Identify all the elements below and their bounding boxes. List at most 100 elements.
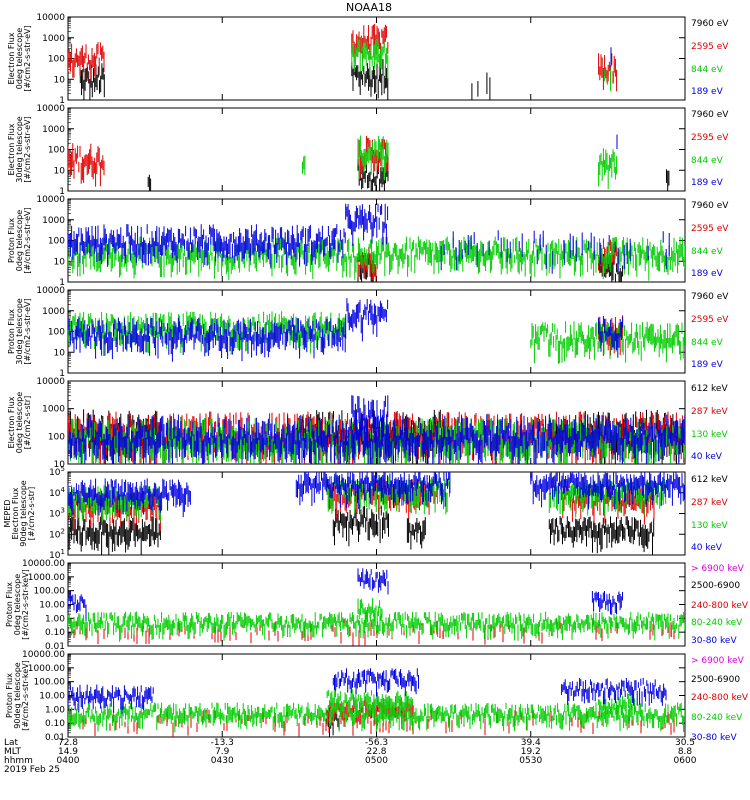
series-trace — [68, 203, 670, 274]
legend-entry: 2595 eV — [691, 315, 729, 325]
x-tick-label: 14.9 — [58, 747, 78, 757]
y-tick-label: 10000.00 — [22, 650, 65, 660]
y-tick-label: 10000 — [36, 13, 65, 23]
y-tick-label: 102 — [49, 527, 65, 540]
series-trace — [68, 668, 667, 715]
data-burst — [530, 321, 685, 364]
y-tick-label: 1000 — [42, 405, 65, 415]
data-burst — [601, 56, 615, 92]
legend-entry: 2500-6900 — [691, 675, 740, 685]
legend-entry: 844 eV — [691, 156, 724, 166]
legend-entry: > 6900 keV — [691, 564, 745, 574]
series-trace — [68, 136, 389, 187]
data-burst — [73, 618, 675, 646]
data-burst — [332, 505, 389, 547]
y-tick-label: 1000.00 — [28, 664, 65, 674]
legend-entry: 612 keV — [691, 384, 728, 394]
y-tick-label: 1.00 — [45, 705, 65, 715]
y-tick-label: 1000.00 — [28, 573, 65, 583]
y-tick-label: 0.10 — [45, 628, 65, 638]
legend-entry: 7960 eV — [691, 110, 729, 120]
x-tick-label: 7.9 — [215, 747, 230, 757]
y-axis-label: Electron Flux30deg telescope[#/cm2-s-str… — [7, 116, 32, 183]
x-tick-label: 0500 — [365, 756, 388, 766]
x-row-label: MLT — [4, 747, 22, 757]
y-tick-label: 10000 — [36, 104, 65, 114]
data-burst — [561, 677, 667, 707]
data-burst — [357, 568, 389, 595]
y-tick-label: 104 — [49, 486, 65, 499]
legend-entry: 844 eV — [691, 247, 724, 257]
y-axis-label: Electron Flux0deg telescope[#/cm2-s-str] — [7, 392, 32, 453]
x-tick-label: 0430 — [211, 756, 234, 766]
y-tick-label: 10 — [54, 166, 66, 176]
legend-entry: 189 eV — [691, 360, 724, 370]
data-burst — [666, 169, 670, 191]
legend-entry: 2595 eV — [691, 224, 729, 234]
legend-entry: 7960 eV — [691, 201, 729, 211]
series-trace — [68, 568, 623, 621]
y-axis-label: Proton Flux90deg telescope[#/cm2-s-str-k… — [5, 660, 30, 731]
y-tick-label: 1000 — [42, 34, 65, 44]
legend-entry: 240-800 keV — [691, 601, 749, 611]
data-burst — [345, 203, 389, 246]
series-trace — [79, 59, 491, 100]
y-axis-label: MEPEDElectron Flux90deg telescope[#/cm2-… — [3, 480, 36, 547]
series-trace — [73, 618, 675, 646]
x-tick-label: 0600 — [674, 756, 697, 766]
data-burst — [68, 317, 346, 362]
x-tick-label: 19.2 — [521, 747, 541, 757]
data-burst — [598, 316, 624, 358]
legend-entry: 189 eV — [691, 269, 724, 279]
y-tick-label: 1000 — [42, 216, 65, 226]
x-axis: LatMLThhmm72.814.90400-13.37.90430-56.32… — [4, 738, 697, 775]
data-burst — [332, 668, 419, 697]
series-trace — [68, 472, 685, 518]
data-burst — [295, 472, 451, 510]
y-tick-label: 1 — [59, 369, 65, 379]
data-burst — [440, 230, 670, 274]
y-axis-label: Proton Flux0deg telescope[#/cm2-s-str-ke… — [5, 569, 30, 640]
y-tick-label: 100 — [48, 237, 65, 247]
panels: 1 10 100 1000 10000 Electron Flux0deg telesco… — [3, 13, 749, 743]
x-tick-label: 30.5 — [675, 738, 695, 748]
x-tick-label: -13.3 — [211, 738, 234, 748]
data-burst — [598, 148, 618, 190]
series-trace — [68, 395, 685, 464]
legend-entry: 80-240 keV — [691, 713, 743, 723]
y-tick-label: 100.00 — [34, 587, 66, 597]
x-row-label: hhmm — [4, 756, 33, 766]
data-burst — [591, 591, 623, 615]
y-tick-label: 103 — [49, 507, 65, 520]
data-burst — [68, 684, 154, 715]
data-burst — [326, 688, 413, 719]
legend-entry: 612 keV — [691, 475, 728, 485]
panel-7: 0.01 0.10 1.00 10.00 100.00 1000.00 10000.00Pr… — [5, 559, 749, 652]
series-trace — [68, 505, 655, 555]
panel-1: 1 10 100 1000 10000 Electron Flux0deg telesco… — [7, 13, 729, 106]
series-trace — [147, 160, 670, 191]
y-tick-label: 10000 — [36, 377, 65, 387]
chart-title: NOAA18 — [346, 1, 392, 14]
y-tick-label: 1000 — [42, 125, 65, 135]
legend-entry: 130 keV — [691, 430, 728, 440]
legend-entry: 287 keV — [691, 407, 728, 417]
y-tick-label: 10 — [54, 257, 66, 267]
panel-5: 10 100 1000 10000 Electron Flux0deg telescop… — [7, 377, 728, 470]
legend-entry: > 6900 keV — [691, 656, 745, 666]
panel-3: 1 10 100 1000 10000 Proton Flux0deg telescope… — [7, 195, 729, 288]
y-tick-label: 100.00 — [34, 678, 66, 688]
series-trace — [68, 688, 685, 733]
data-burst — [147, 174, 152, 191]
x-tick-label: 8.8 — [678, 747, 693, 757]
legend-entry: 189 eV — [691, 178, 724, 188]
data-burst — [68, 591, 87, 621]
y-tick-label: 10000 — [36, 286, 65, 296]
data-burst — [68, 224, 346, 268]
data-burst — [68, 143, 105, 187]
legend-entry: 844 eV — [691, 338, 724, 348]
panel-4: 1 10 100 1000 10000 Proton Flux30deg telescop… — [7, 286, 729, 379]
y-tick-label: 100 — [48, 328, 65, 338]
